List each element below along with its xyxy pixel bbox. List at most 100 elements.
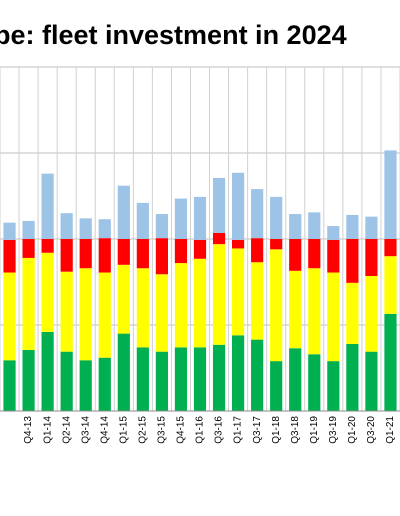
bar-segment (346, 214, 359, 239)
x-tick-label: Q3-17 (252, 416, 263, 444)
bar-segment (22, 257, 35, 350)
x-tick-label: Q1-21 (385, 416, 396, 444)
x-tick-label: Q1-17 (233, 416, 244, 444)
bar-segment (3, 272, 16, 361)
bar-segment (136, 347, 149, 411)
x-tick-label: Q4-13 (23, 416, 34, 444)
x-tick-label: Q1-18 (271, 416, 282, 444)
bar-segment (270, 249, 283, 362)
bar-segment (365, 275, 378, 352)
bar-segment (232, 335, 245, 411)
x-tick-label: Q3-19 (328, 416, 339, 444)
bar-segment (251, 238, 264, 263)
bar-segment (136, 202, 149, 239)
bar-segment (251, 339, 264, 411)
bar-segment (79, 360, 92, 411)
bar-segment (98, 238, 111, 273)
bar-segment (289, 214, 302, 239)
bar-segment (289, 239, 302, 271)
bar-segment (117, 333, 130, 411)
bar-segment (174, 347, 188, 411)
bar-segment (232, 248, 245, 336)
bar-segment (98, 357, 111, 411)
bar-segment (384, 150, 397, 239)
bar-segment (60, 271, 73, 352)
bar-segment (155, 274, 168, 352)
bar-segment (3, 222, 16, 240)
bar-segment (270, 239, 283, 250)
x-tick-label: Q3-18 (290, 416, 301, 444)
bar-segment (79, 239, 92, 269)
bar-segment (174, 239, 188, 264)
bar-segment (308, 354, 321, 411)
bar-segment (117, 264, 130, 334)
bar-segment (60, 213, 73, 239)
bar-segment (98, 219, 111, 239)
bar-segment (193, 196, 207, 240)
bar-segment (155, 351, 168, 411)
bar-segment (251, 262, 264, 340)
bar-segment (155, 214, 168, 239)
bar-segment (365, 216, 378, 239)
bar-segment (22, 239, 35, 258)
x-tick-label: Q3-16 (214, 416, 225, 444)
x-tick-label: Q2-15 (137, 416, 148, 444)
bar-segment (41, 252, 54, 332)
bar-segment (174, 198, 188, 239)
bar-segment (289, 348, 302, 411)
bar-segment (365, 239, 378, 276)
bar-segment (98, 272, 111, 358)
bar-segment (60, 351, 73, 411)
bar-segment (308, 268, 321, 355)
x-tick-label: Q1-19 (309, 416, 320, 444)
bar-segment (232, 172, 245, 240)
bar-segment (212, 244, 226, 345)
bar-segment (384, 239, 397, 257)
x-tick-label: Q1-14 (42, 416, 53, 444)
bar-segment (136, 239, 149, 269)
bar-segment (117, 239, 130, 265)
x-tick-label: Q4-15 (176, 416, 187, 444)
bar-segment (346, 282, 359, 344)
bar-segment (212, 177, 226, 233)
x-tick-label: Q4-14 (99, 416, 110, 444)
bar-segment (212, 232, 226, 245)
x-tick-label: Q3-14 (80, 416, 91, 444)
bar-segment (155, 238, 168, 275)
bar-segment (193, 239, 207, 259)
bar-segment (79, 268, 92, 361)
bar-segment (270, 361, 283, 411)
bar-segment (289, 270, 302, 349)
x-tick-label: Q1-15 (118, 416, 129, 444)
bar-segment (41, 173, 54, 239)
bar-segment (3, 239, 16, 273)
bar-segment (3, 360, 16, 411)
bar-segment (308, 239, 321, 269)
bar-segment (79, 218, 92, 239)
bar-segment (193, 347, 207, 411)
x-tick-label: Q1-16 (195, 416, 206, 444)
x-tick-label: Q3-20 (366, 416, 377, 444)
bar-segment (270, 196, 283, 239)
bar-segment (384, 256, 397, 314)
bar-segment (117, 185, 130, 239)
bar-segment (41, 239, 54, 253)
bar-segment (365, 351, 378, 411)
bar-segment (251, 189, 264, 239)
bar-segment (327, 361, 340, 411)
x-tick-label: Q1-20 (347, 416, 358, 444)
chart-title: pe: fleet investment in 2024 (0, 20, 347, 50)
bar-segment (384, 313, 397, 411)
x-tick-label: Q2-14 (61, 416, 72, 444)
bar-segment (136, 268, 149, 348)
bar-segment (212, 344, 226, 411)
x-tick-label: Q3-15 (157, 416, 168, 444)
bar-segment (327, 226, 340, 240)
bar-segment (193, 258, 207, 348)
bar-segment (346, 239, 359, 283)
bar-segment (22, 349, 35, 411)
bar-segment (60, 239, 73, 272)
bar-segment (174, 263, 188, 348)
bar-segment (327, 239, 340, 273)
